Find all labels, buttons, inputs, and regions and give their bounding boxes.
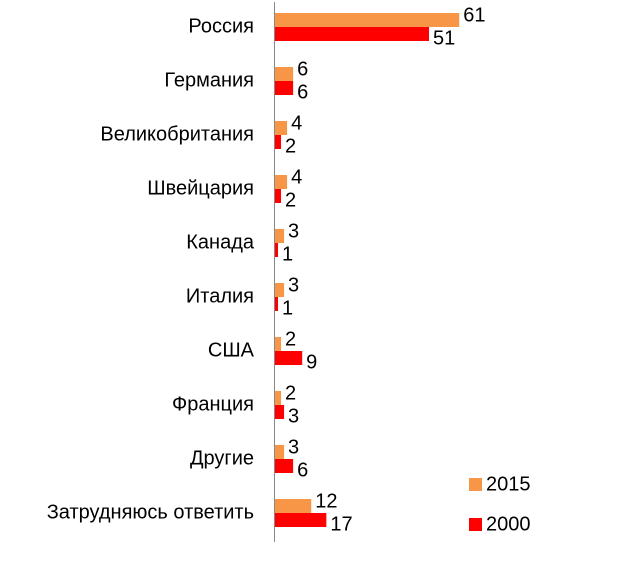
bar — [275, 67, 294, 81]
category-label: Великобритания — [100, 123, 254, 145]
bar — [275, 27, 430, 41]
bar — [275, 175, 288, 189]
value-label: 6 — [297, 459, 308, 481]
bar — [275, 189, 282, 203]
category-label: Швейцария — [147, 177, 254, 199]
category-label: Затрудняюсь ответить — [47, 501, 254, 523]
value-label: 1 — [282, 243, 293, 265]
value-label: 12 — [315, 490, 337, 512]
value-label: 4 — [291, 112, 302, 134]
bar — [275, 351, 303, 365]
category-label: Канада — [186, 231, 255, 253]
value-label: 2 — [285, 189, 296, 211]
category-label: Италия — [186, 285, 254, 307]
bar — [275, 513, 327, 527]
value-label: 61 — [463, 4, 485, 26]
value-label: 17 — [330, 513, 352, 535]
legend-swatch — [469, 518, 482, 531]
bar — [275, 459, 294, 473]
value-label: 3 — [288, 220, 299, 242]
category-label: Россия — [188, 15, 254, 37]
bar — [275, 81, 294, 95]
bar — [275, 297, 279, 311]
bar — [275, 283, 285, 297]
value-label: 9 — [306, 351, 317, 373]
value-label: 2 — [285, 135, 296, 157]
category-label: США — [208, 339, 255, 361]
legend-label: 2000 — [486, 513, 531, 535]
bar — [275, 337, 282, 351]
bar — [275, 391, 282, 405]
legend-swatch — [469, 478, 482, 491]
category-label: Другие — [190, 447, 254, 469]
bar — [275, 121, 288, 135]
bar — [275, 499, 312, 513]
value-label: 51 — [433, 27, 455, 49]
legend-label: 2015 — [486, 473, 531, 495]
value-label: 2 — [285, 328, 296, 350]
bar — [275, 405, 285, 419]
value-label: 3 — [288, 436, 299, 458]
bar — [275, 445, 285, 459]
value-label: 3 — [288, 274, 299, 296]
value-label: 6 — [297, 58, 308, 80]
value-label: 6 — [297, 81, 308, 103]
bar — [275, 229, 285, 243]
value-label: 2 — [285, 382, 296, 404]
bar — [275, 13, 460, 27]
bar — [275, 243, 279, 257]
value-label: 3 — [288, 405, 299, 427]
bar — [275, 135, 282, 149]
category-label: Франция — [172, 393, 254, 415]
category-label: Германия — [164, 69, 254, 91]
value-label: 4 — [291, 166, 302, 188]
value-label: 1 — [282, 297, 293, 319]
